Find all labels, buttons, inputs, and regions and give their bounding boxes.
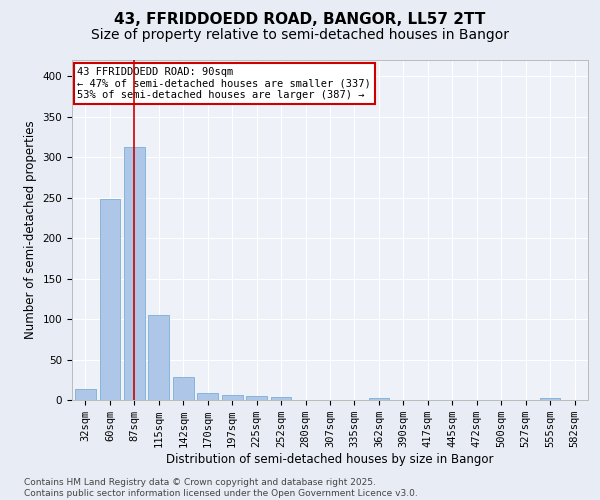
Bar: [100, 199, 120, 400]
Y-axis label: Number of semi-detached properties: Number of semi-detached properties: [24, 120, 37, 340]
Text: 43, FFRIDDOEDD ROAD, BANGOR, LL57 2TT: 43, FFRIDDOEDD ROAD, BANGOR, LL57 2TT: [115, 12, 485, 28]
Text: Size of property relative to semi-detached houses in Bangor: Size of property relative to semi-detach…: [91, 28, 509, 42]
Bar: [148, 315, 169, 400]
Bar: [540, 398, 560, 400]
Text: Contains HM Land Registry data © Crown copyright and database right 2025.
Contai: Contains HM Land Registry data © Crown c…: [24, 478, 418, 498]
Bar: [368, 398, 389, 400]
Bar: [246, 396, 267, 400]
Bar: [173, 378, 194, 400]
Bar: [271, 397, 292, 400]
Bar: [75, 388, 96, 400]
X-axis label: Distribution of semi-detached houses by size in Bangor: Distribution of semi-detached houses by …: [166, 453, 494, 466]
Text: 43 FFRIDDOEDD ROAD: 90sqm
← 47% of semi-detached houses are smaller (337)
53% of: 43 FFRIDDOEDD ROAD: 90sqm ← 47% of semi-…: [77, 67, 371, 100]
Bar: [222, 395, 242, 400]
Bar: [124, 146, 145, 400]
Bar: [197, 392, 218, 400]
